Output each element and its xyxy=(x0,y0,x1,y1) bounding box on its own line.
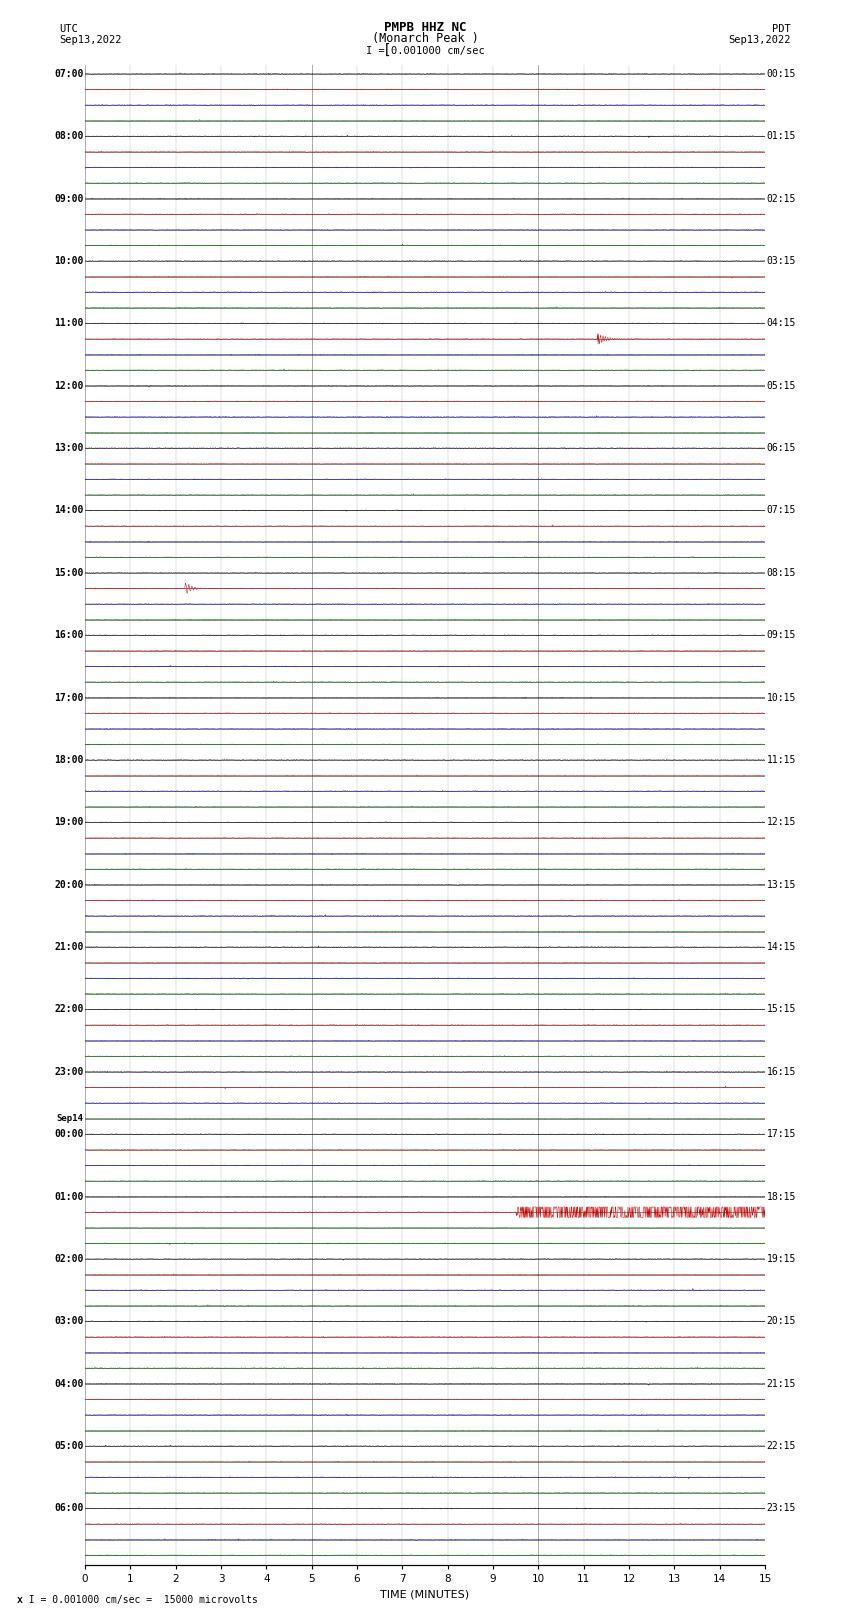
Text: x I = 0.001000 cm/sec =  15000 microvolts: x I = 0.001000 cm/sec = 15000 microvolts xyxy=(17,1595,258,1605)
Text: 03:00: 03:00 xyxy=(54,1316,83,1326)
Text: 15:15: 15:15 xyxy=(767,1005,796,1015)
Text: 06:00: 06:00 xyxy=(54,1503,83,1513)
Text: 22:00: 22:00 xyxy=(54,1005,83,1015)
Text: 19:00: 19:00 xyxy=(54,818,83,827)
Text: 01:15: 01:15 xyxy=(767,131,796,142)
Text: 05:15: 05:15 xyxy=(767,381,796,390)
Text: 23:15: 23:15 xyxy=(767,1503,796,1513)
Text: 20:15: 20:15 xyxy=(767,1316,796,1326)
Text: 07:00: 07:00 xyxy=(54,69,83,79)
Text: 10:15: 10:15 xyxy=(767,692,796,703)
Text: 00:00: 00:00 xyxy=(54,1129,83,1139)
Text: 06:15: 06:15 xyxy=(767,444,796,453)
Text: 17:00: 17:00 xyxy=(54,692,83,703)
Text: 02:00: 02:00 xyxy=(54,1253,83,1265)
Text: 02:15: 02:15 xyxy=(767,194,796,203)
Text: 16:15: 16:15 xyxy=(767,1066,796,1077)
Text: 18:00: 18:00 xyxy=(54,755,83,765)
Text: I = 0.001000 cm/sec: I = 0.001000 cm/sec xyxy=(366,47,484,56)
Text: 05:00: 05:00 xyxy=(54,1440,83,1452)
Text: 12:15: 12:15 xyxy=(767,818,796,827)
Text: 13:15: 13:15 xyxy=(767,879,796,890)
Text: 17:15: 17:15 xyxy=(767,1129,796,1139)
Text: 09:00: 09:00 xyxy=(54,194,83,203)
Text: (Monarch Peak ): (Monarch Peak ) xyxy=(371,32,479,45)
Text: 14:15: 14:15 xyxy=(767,942,796,952)
Text: 08:00: 08:00 xyxy=(54,131,83,142)
Text: UTC: UTC xyxy=(60,24,78,34)
X-axis label: TIME (MINUTES): TIME (MINUTES) xyxy=(381,1589,469,1598)
Text: 15:00: 15:00 xyxy=(54,568,83,577)
Text: 23:00: 23:00 xyxy=(54,1066,83,1077)
Text: 19:15: 19:15 xyxy=(767,1253,796,1265)
Text: 16:00: 16:00 xyxy=(54,631,83,640)
Text: 09:15: 09:15 xyxy=(767,631,796,640)
Text: 14:00: 14:00 xyxy=(54,505,83,516)
Text: 04:00: 04:00 xyxy=(54,1379,83,1389)
Text: 00:15: 00:15 xyxy=(767,69,796,79)
Text: 11:15: 11:15 xyxy=(767,755,796,765)
Text: PDT: PDT xyxy=(772,24,791,34)
Text: 08:15: 08:15 xyxy=(767,568,796,577)
Text: Sep13,2022: Sep13,2022 xyxy=(60,35,122,45)
Text: 10:00: 10:00 xyxy=(54,256,83,266)
Text: PMPB HHZ NC: PMPB HHZ NC xyxy=(383,21,467,34)
Text: Sep13,2022: Sep13,2022 xyxy=(728,35,791,45)
Text: [: [ xyxy=(382,42,391,56)
Text: 22:15: 22:15 xyxy=(767,1440,796,1452)
Text: Sep14: Sep14 xyxy=(57,1115,83,1123)
Text: 21:15: 21:15 xyxy=(767,1379,796,1389)
Text: 20:00: 20:00 xyxy=(54,879,83,890)
Text: 21:00: 21:00 xyxy=(54,942,83,952)
Text: 04:15: 04:15 xyxy=(767,318,796,329)
Text: 03:15: 03:15 xyxy=(767,256,796,266)
Text: 01:00: 01:00 xyxy=(54,1192,83,1202)
Text: 13:00: 13:00 xyxy=(54,444,83,453)
Text: 07:15: 07:15 xyxy=(767,505,796,516)
Text: x: x xyxy=(17,1595,23,1605)
Text: 12:00: 12:00 xyxy=(54,381,83,390)
Text: 18:15: 18:15 xyxy=(767,1192,796,1202)
Text: 11:00: 11:00 xyxy=(54,318,83,329)
